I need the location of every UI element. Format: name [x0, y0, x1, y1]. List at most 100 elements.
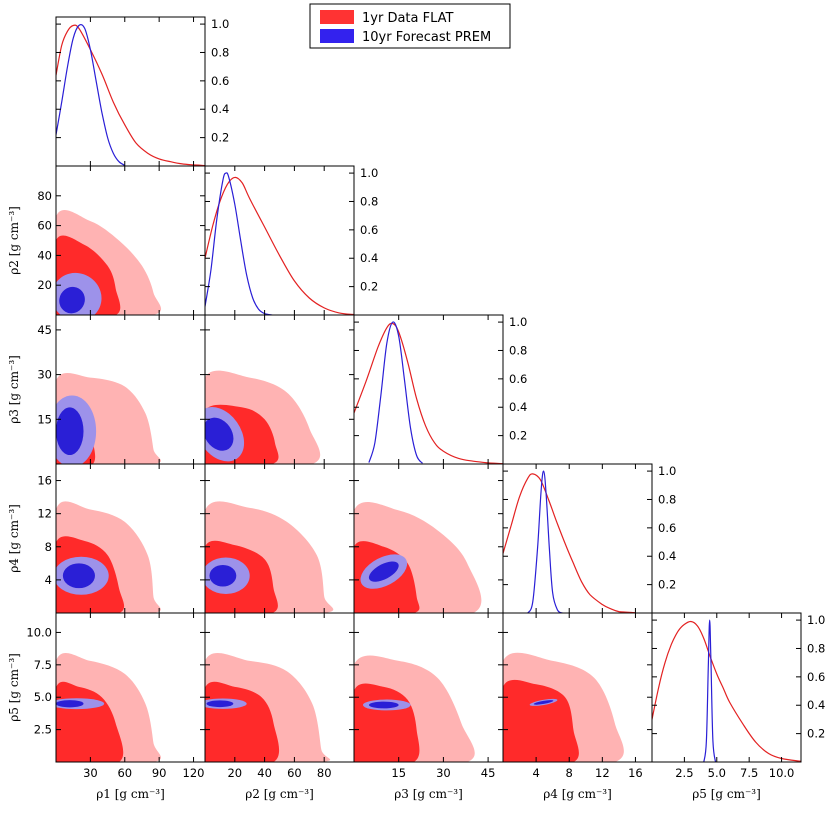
marginal-y-tick-label: 1.0	[211, 17, 229, 31]
x-tick-label: 90	[152, 766, 167, 780]
y-tick-label: 30	[37, 368, 52, 382]
x-tick-label: 4	[532, 766, 539, 780]
prem-68-contour	[368, 561, 399, 582]
flat-68-contour	[503, 679, 579, 762]
joint-panel-4-1	[205, 653, 331, 762]
marginal-y-tick-label: 0.4	[807, 698, 825, 712]
prem-marginal-line	[205, 172, 273, 315]
panels-layer: 0.2 0.4 0.6 0.8 1.0 0.2 0.4 0.6 0.8 1.0 0.2 0.4 0.6 0…	[7, 16, 825, 801]
marginal-y-tick-label: 0.4	[658, 549, 676, 563]
marginal-panel-1	[205, 172, 354, 315]
prem-68-contour	[62, 563, 95, 589]
marginal-panel-2	[354, 321, 503, 464]
joint-panel-3-2	[354, 501, 482, 613]
marginal-panel-4	[652, 619, 801, 762]
legend: 1yr Data FLAT 10yr Forecast PREM	[309, 3, 511, 49]
marginal-y-tick-label: 1.0	[658, 464, 676, 478]
prem-68-contour	[59, 286, 85, 314]
y-tick-label: 15	[37, 412, 52, 426]
marginal-y-tick-label: 0.6	[509, 372, 527, 386]
joint-panel-2-0	[56, 373, 161, 464]
x-axis-label-rho3: ρ3 [g cm⁻³]	[394, 787, 463, 801]
y-tick-label: 16	[37, 474, 52, 488]
legend-label-flat: 1yr Data FLAT	[362, 11, 454, 26]
x-tick-label: 40	[257, 766, 272, 780]
joint-panel-3-0	[56, 501, 161, 613]
joint-panel-4-3	[503, 652, 624, 762]
x-axis-label-rho4: ρ4 [g cm⁻³]	[543, 787, 612, 801]
x-axis-label-rho1: ρ1 [g cm⁻³]	[96, 787, 165, 801]
x-tick-label: 120	[183, 766, 205, 780]
x-tick-label: 2.5	[675, 766, 693, 780]
x-tick-label: 60	[287, 766, 302, 780]
x-tick-label: 12	[595, 766, 610, 780]
marginal-y-tick-label: 1.0	[509, 315, 527, 329]
marginal-y-tick-label: 0.2	[509, 429, 527, 443]
marginal-y-tick-label: 1.0	[360, 166, 378, 180]
marginal-panel-3	[503, 470, 636, 613]
marginal-y-tick-label: 0.4	[211, 102, 229, 116]
panel-frame	[353, 314, 504, 465]
y-tick-label: 4	[45, 573, 52, 587]
x-tick-label: 30	[83, 766, 98, 780]
joint-panel-3-1	[205, 501, 334, 613]
marginal-y-tick-label: 0.4	[509, 400, 527, 414]
y-tick-label: 80	[37, 189, 52, 203]
legend-label-prem: 10yr Forecast PREM	[362, 30, 491, 45]
prem-68-contour	[533, 700, 554, 705]
marginal-y-tick-label: 0.8	[211, 45, 229, 59]
x-tick-label: 16	[628, 766, 643, 780]
flat-marginal-line	[652, 620, 801, 762]
marginal-y-tick-label: 0.8	[807, 641, 825, 655]
joint-panel-1-0	[56, 210, 162, 315]
legend-swatch-prem	[320, 29, 354, 43]
panel-frame	[204, 165, 355, 316]
marginal-y-tick-label: 0.6	[807, 670, 825, 684]
flat-marginal-line	[205, 176, 354, 315]
joint-panel-4-0	[56, 652, 161, 762]
flat-marginal-line	[503, 473, 636, 613]
x-axis-label-rho2: ρ2 [g cm⁻³]	[245, 787, 314, 801]
y-axis-label-rho4: ρ4 [g cm⁻³]	[7, 504, 21, 573]
y-tick-label: 2.5	[34, 723, 52, 737]
y-tick-label: 8	[45, 540, 52, 554]
joint-panel-2-1	[205, 370, 321, 464]
prem-marginal-line	[368, 321, 423, 464]
y-tick-label: 60	[37, 219, 52, 233]
marginal-y-tick-label: 0.6	[360, 223, 378, 237]
marginal-y-tick-label: 0.2	[658, 578, 676, 592]
marginal-y-tick-label: 0.2	[807, 727, 825, 741]
y-tick-label: 20	[37, 278, 52, 292]
prem-68-contour	[56, 700, 84, 708]
prem-68-contour	[209, 564, 237, 587]
y-axis-label-rho3: ρ3 [g cm⁻³]	[7, 355, 21, 424]
prem-68-contour	[56, 407, 84, 456]
marginal-y-tick-label: 0.6	[211, 74, 229, 88]
panel-frame	[55, 16, 206, 167]
marginal-y-tick-label: 0.2	[360, 280, 378, 294]
marginal-panel-0	[56, 24, 205, 166]
marginal-y-tick-label: 0.8	[360, 194, 378, 208]
prem-marginal-line	[703, 619, 717, 762]
y-tick-label: 7.5	[34, 658, 52, 672]
marginal-y-tick-label: 1.0	[807, 613, 825, 627]
flat-marginal-line	[354, 322, 503, 464]
x-tick-label: 15	[391, 766, 406, 780]
y-tick-label: 40	[37, 248, 52, 262]
marginal-y-tick-label: 0.4	[360, 251, 378, 265]
prem-68-contour	[205, 417, 234, 451]
x-tick-label: 80	[317, 766, 332, 780]
x-tick-label: 20	[227, 766, 242, 780]
y-tick-label: 5.0	[34, 690, 52, 704]
x-tick-label: 5.0	[708, 766, 726, 780]
flat-marginal-line	[56, 24, 205, 166]
legend-swatch-flat	[320, 10, 354, 24]
y-axis-label-rho5: ρ5 [g cm⁻³]	[7, 653, 21, 722]
prem-68-contour	[368, 701, 399, 709]
prem-68-contour	[206, 700, 234, 708]
x-tick-label: 30	[436, 766, 451, 780]
prem-marginal-line	[56, 24, 126, 166]
marginal-y-tick-label: 0.8	[658, 492, 676, 506]
y-axis-label-rho2: ρ2 [g cm⁻³]	[7, 206, 21, 275]
